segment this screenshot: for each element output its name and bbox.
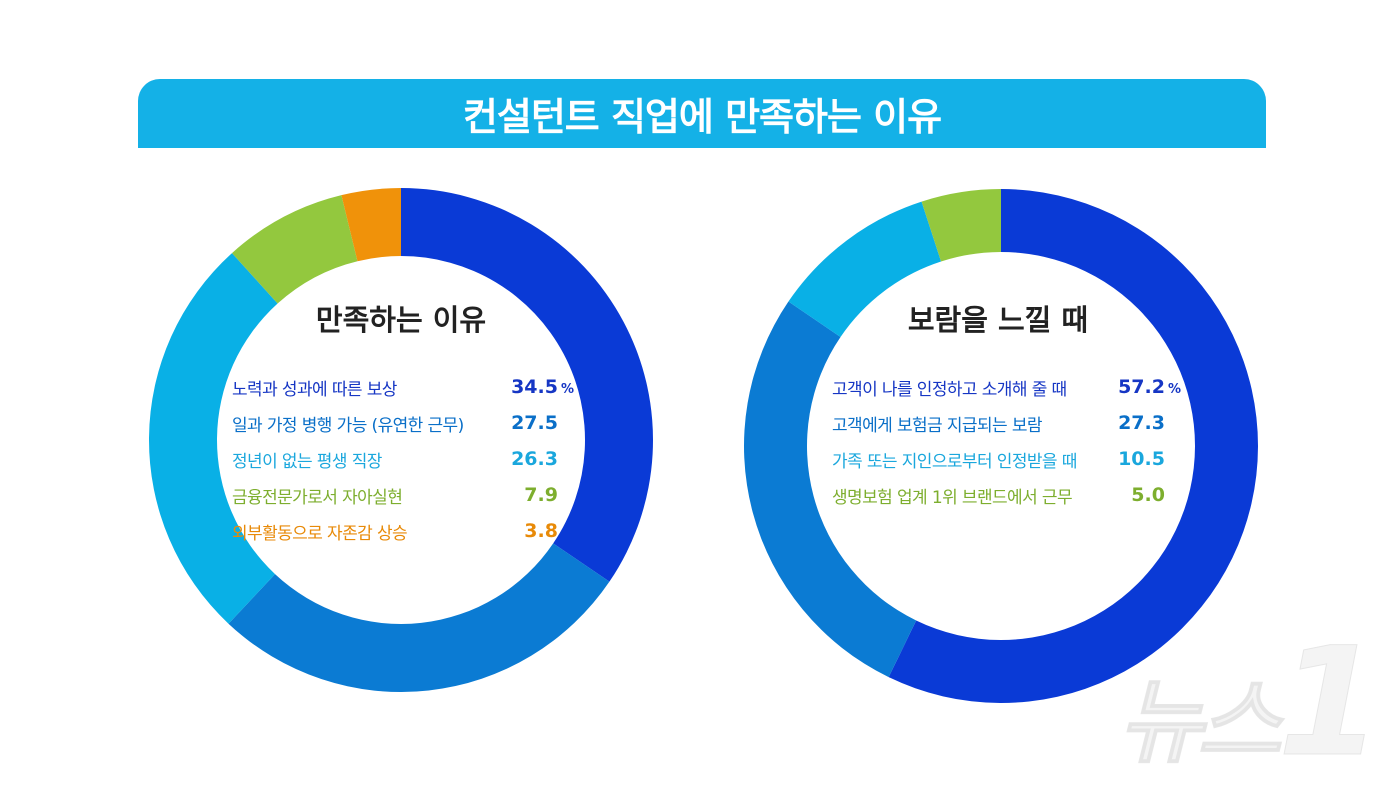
legend-value: 7.9%	[524, 484, 574, 506]
news1-watermark: 뉴스1	[1118, 628, 1383, 781]
legend-value: 26.3%	[511, 448, 574, 470]
legend-label: 가족 또는 지인으로부터 인정받을 때	[832, 451, 1077, 472]
value-unit: %	[1167, 382, 1181, 397]
slice-reward-pay	[401, 188, 654, 582]
legend-value: 34.5%	[511, 376, 574, 398]
slice-work-life	[228, 543, 610, 692]
slice-claim-payout	[744, 301, 917, 678]
title-banner: 컨설턴트 직업에 만족하는 이유	[138, 79, 1266, 148]
legend-row-self-esteem: 외부활동으로 자존감 상승 3.8%	[232, 516, 574, 546]
value-number: 34.5	[511, 376, 558, 398]
legend-label: 노력과 성과에 따른 보상	[232, 379, 397, 400]
slice-self-actualization	[231, 195, 358, 304]
slice-family-recognition	[788, 201, 942, 337]
legend-row-family-recognition: 가족 또는 지인으로부터 인정받을 때 10.5%	[832, 444, 1181, 474]
legend-label: 정년이 없는 평생 직장	[232, 451, 382, 472]
legend-label: 생명보험 업계 1위 브랜드에서 근무	[832, 487, 1073, 508]
legend-value: 57.2%	[1118, 376, 1181, 398]
slice-lifetime-job	[148, 253, 278, 624]
legend-label: 외부활동으로 자존감 상승	[232, 523, 408, 544]
legend-row-reward-pay: 노력과 성과에 따른 보상 34.5%	[232, 372, 574, 402]
slice-client-recognition	[888, 189, 1258, 703]
legend-value: 3.8%	[524, 520, 574, 542]
legend-value: 10.5%	[1118, 448, 1181, 470]
value-number: 27.5	[511, 412, 558, 434]
slice-self-esteem	[341, 188, 401, 262]
slice-top-brand	[921, 189, 1001, 262]
legend-row-self-actualization: 금융전문가로서 자아실현 7.9%	[232, 480, 574, 510]
value-number: 7.9	[524, 484, 558, 506]
legend-row-client-recognition: 고객이 나를 인정하고 소개해 줄 때 57.2%	[832, 372, 1181, 402]
legend-row-lifetime-job: 정년이 없는 평생 직장 26.3%	[232, 444, 574, 474]
value-unit: %	[560, 382, 574, 397]
chart-title-rewarding: 보람을 느낄 때	[907, 303, 1089, 337]
value-number: 5.0	[1131, 484, 1165, 506]
legend-label: 금융전문가로서 자아실현	[232, 487, 403, 508]
legend-value: 27.5%	[511, 412, 574, 434]
legend-value: 5.0%	[1131, 484, 1181, 506]
value-number: 57.2	[1118, 376, 1165, 398]
watermark-number: 1	[1277, 616, 1382, 790]
legend-row-top-brand: 생명보험 업계 1위 브랜드에서 근무 5.0%	[832, 480, 1181, 510]
value-number: 26.3	[511, 448, 558, 470]
value-number: 27.3	[1118, 412, 1165, 434]
legend-label: 고객이 나를 인정하고 소개해 줄 때	[832, 379, 1067, 400]
legend-row-work-life: 일과 가정 병행 가능 (유연한 근무) 27.5%	[232, 408, 574, 438]
legend-value: 27.3%	[1118, 412, 1181, 434]
value-number: 3.8	[524, 520, 558, 542]
legend-label: 일과 가정 병행 가능 (유연한 근무)	[232, 415, 464, 436]
legend-row-claim-payout: 고객에게 보험금 지급되는 보람 27.3%	[832, 408, 1181, 438]
page-title: 컨설턴트 직업에 만족하는 이유	[462, 95, 942, 139]
value-number: 10.5	[1118, 448, 1165, 470]
watermark-text: 뉴스	[1118, 669, 1282, 777]
chart-title-satisfaction: 만족하는 이유	[315, 303, 487, 337]
legend-label: 고객에게 보험금 지급되는 보람	[832, 415, 1043, 436]
